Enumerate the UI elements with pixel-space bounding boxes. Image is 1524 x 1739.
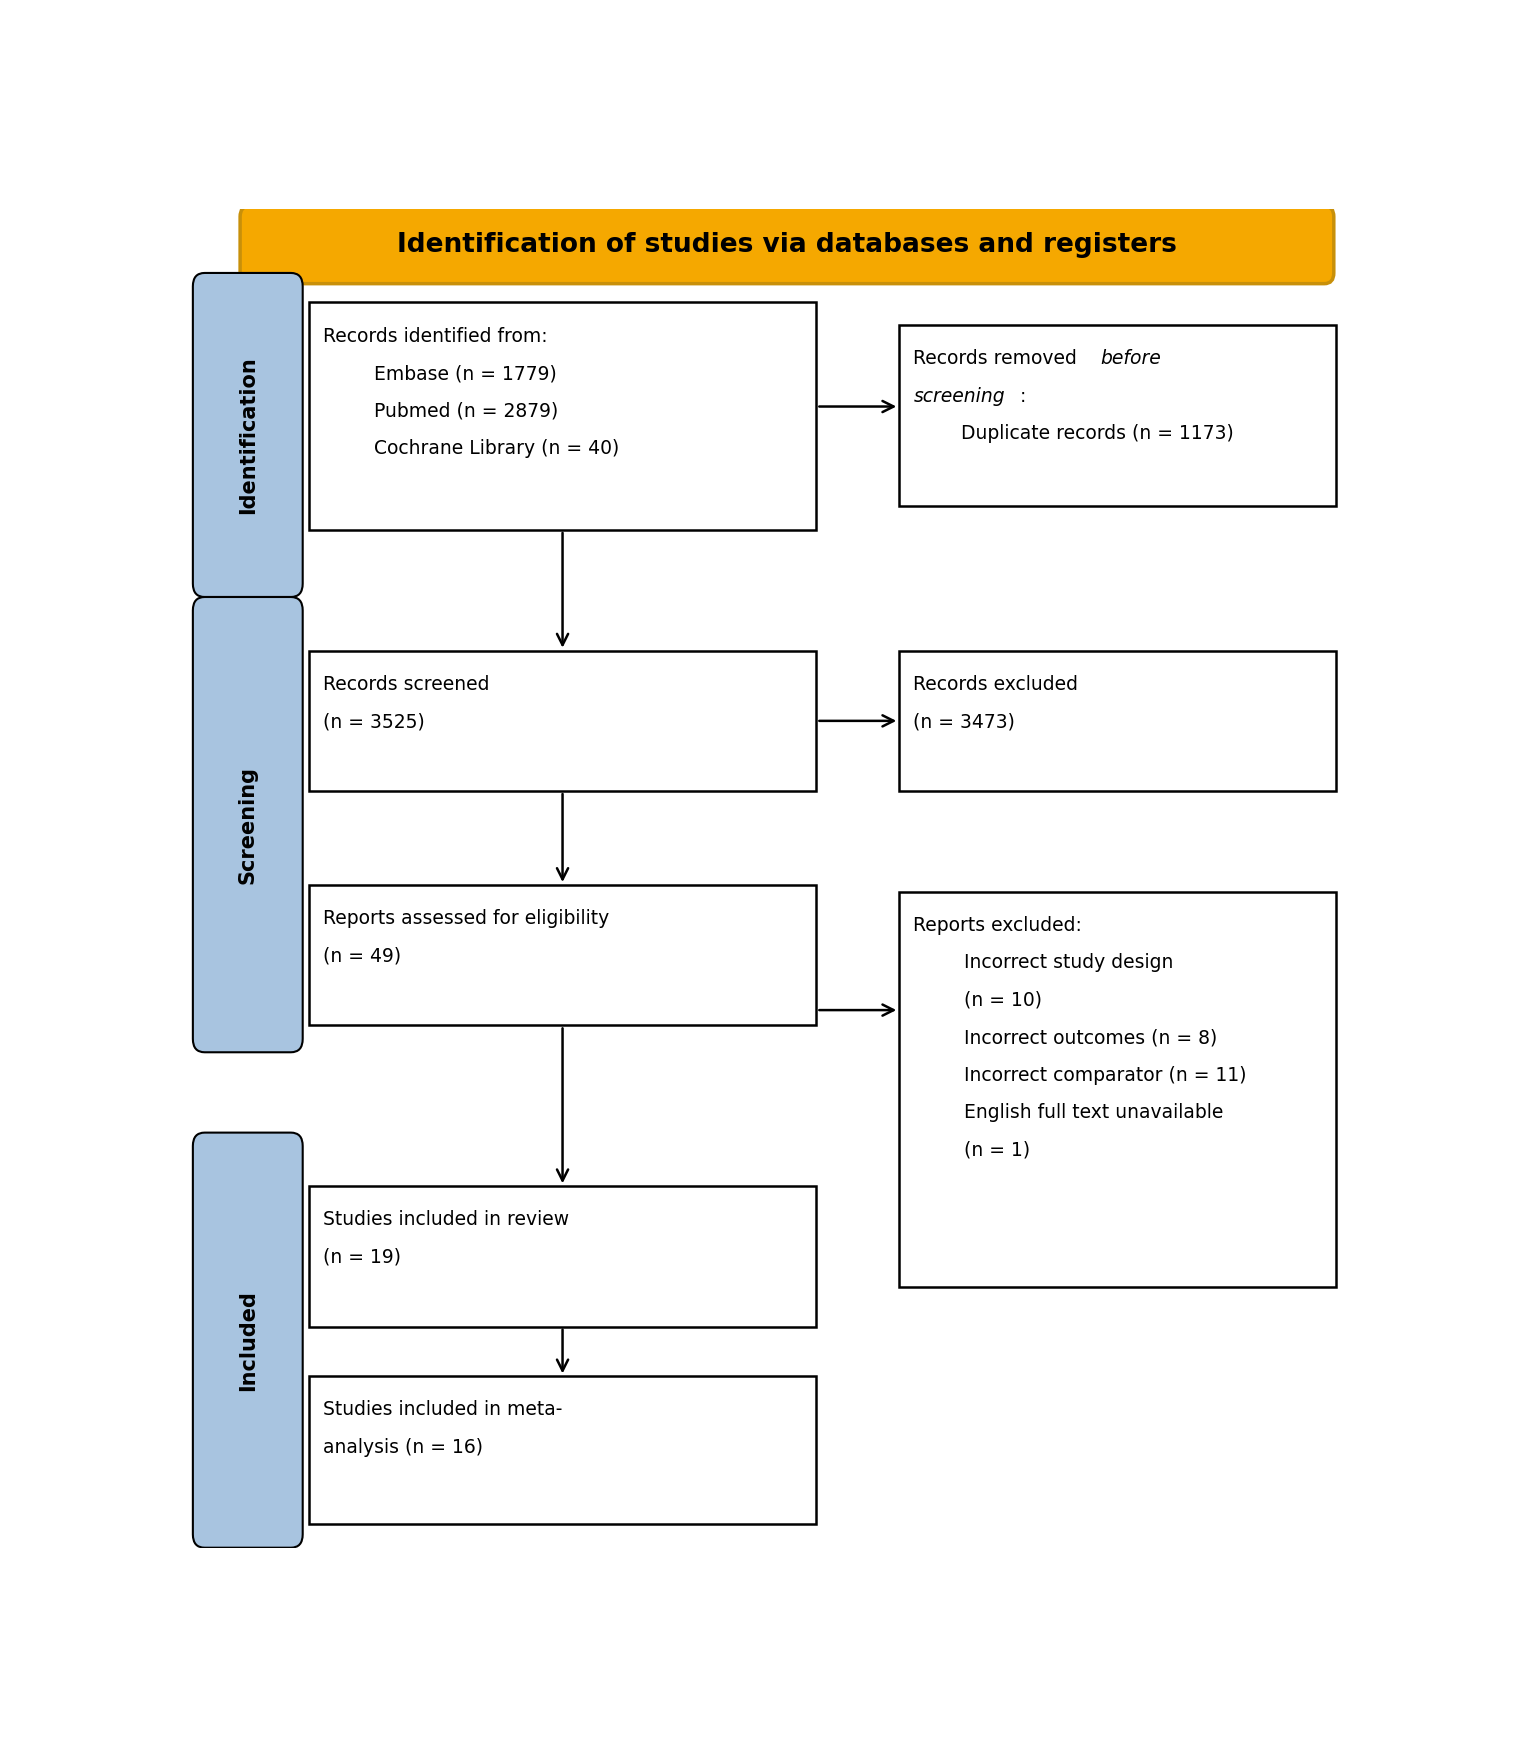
Text: Incorrect comparator (n = 11): Incorrect comparator (n = 11) — [965, 1066, 1247, 1085]
Text: (n = 19): (n = 19) — [323, 1249, 401, 1266]
FancyBboxPatch shape — [308, 1186, 817, 1327]
FancyBboxPatch shape — [899, 325, 1337, 506]
FancyBboxPatch shape — [899, 892, 1337, 1287]
Text: English full text unavailable: English full text unavailable — [965, 1103, 1224, 1122]
Text: Studies included in meta-: Studies included in meta- — [323, 1400, 562, 1419]
Text: Records screened: Records screened — [323, 675, 489, 694]
FancyBboxPatch shape — [308, 885, 817, 1026]
Text: Embase (n = 1779): Embase (n = 1779) — [373, 363, 556, 383]
Text: Records removed: Records removed — [913, 350, 1084, 369]
Text: Included: Included — [238, 1290, 258, 1391]
FancyBboxPatch shape — [308, 650, 817, 791]
Text: (n = 10): (n = 10) — [965, 991, 1042, 1010]
Text: Pubmed (n = 2879): Pubmed (n = 2879) — [373, 402, 558, 421]
Text: analysis (n = 16): analysis (n = 16) — [323, 1438, 483, 1457]
FancyBboxPatch shape — [194, 1132, 303, 1548]
Text: Records excluded: Records excluded — [913, 675, 1079, 694]
FancyBboxPatch shape — [241, 205, 1333, 283]
Text: (n = 1): (n = 1) — [965, 1141, 1030, 1160]
Text: Studies included in review: Studies included in review — [323, 1210, 568, 1229]
FancyBboxPatch shape — [194, 273, 303, 596]
Text: Reports assessed for eligibility: Reports assessed for eligibility — [323, 909, 610, 929]
Text: Reports excluded:: Reports excluded: — [913, 916, 1082, 934]
FancyBboxPatch shape — [308, 1376, 817, 1523]
Text: Incorrect outcomes (n = 8): Incorrect outcomes (n = 8) — [965, 1028, 1218, 1047]
FancyBboxPatch shape — [308, 303, 817, 530]
Text: Incorrect study design: Incorrect study design — [965, 953, 1173, 972]
FancyBboxPatch shape — [194, 596, 303, 1052]
Text: Duplicate records (n = 1173): Duplicate records (n = 1173) — [960, 424, 1233, 443]
Text: (n = 3473): (n = 3473) — [913, 713, 1015, 730]
Text: Screening: Screening — [238, 765, 258, 883]
Text: (n = 49): (n = 49) — [323, 946, 401, 965]
Text: before: before — [1100, 350, 1161, 369]
Text: :: : — [1020, 386, 1026, 405]
Text: (n = 3525): (n = 3525) — [323, 713, 425, 730]
Text: Records identified from:: Records identified from: — [323, 327, 547, 346]
Text: Identification: Identification — [238, 356, 258, 513]
Text: Identification of studies via databases and registers: Identification of studies via databases … — [398, 231, 1177, 257]
Text: screening: screening — [913, 386, 1004, 405]
FancyBboxPatch shape — [899, 650, 1337, 791]
Text: Cochrane Library (n = 40): Cochrane Library (n = 40) — [373, 438, 619, 457]
